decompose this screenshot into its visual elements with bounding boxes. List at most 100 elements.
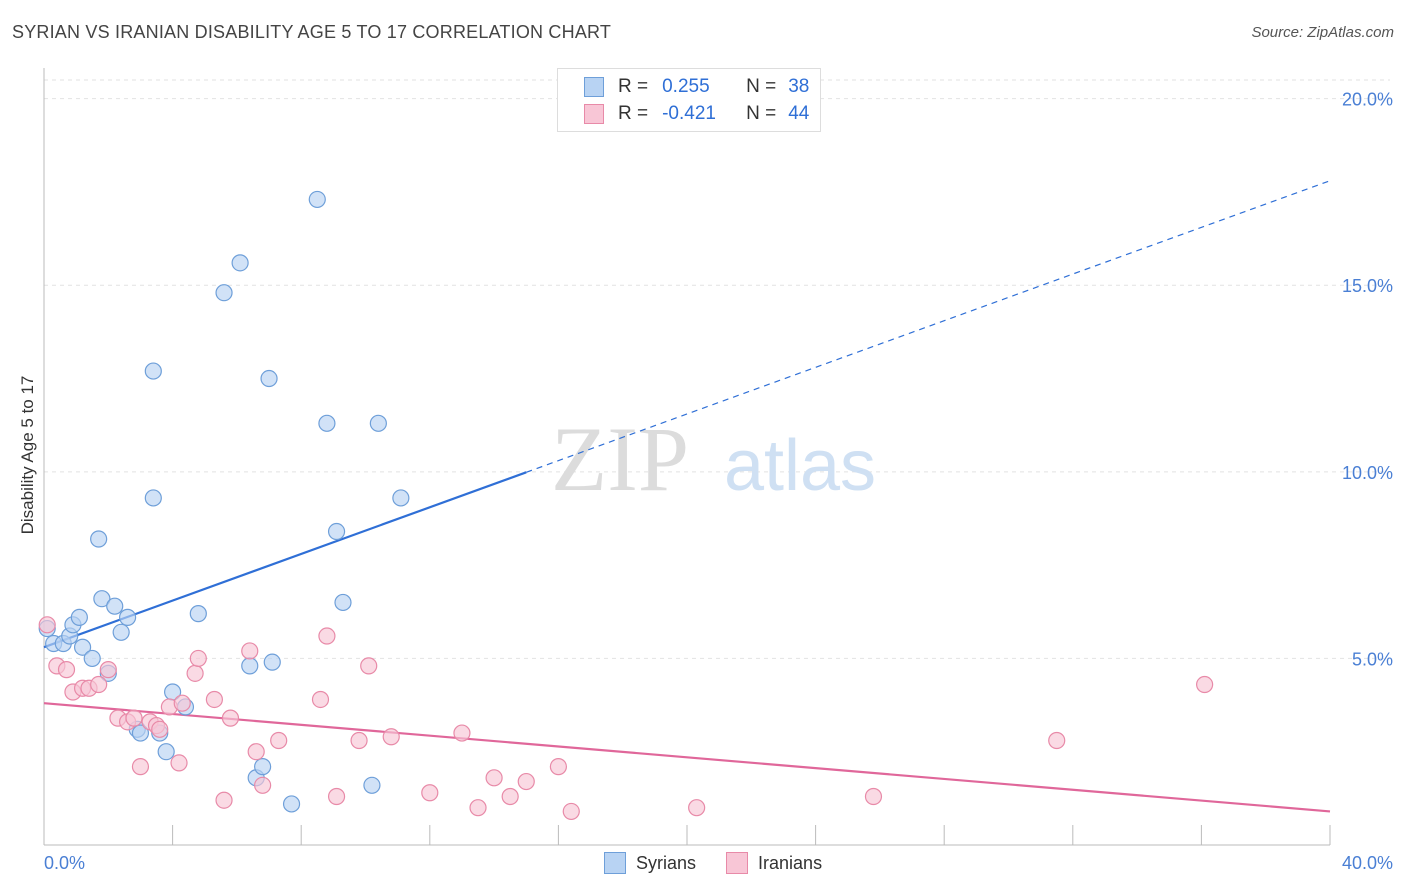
iranian-point <box>215 791 233 809</box>
iranian-point <box>382 728 400 746</box>
syrian-trend-line <box>43 471 527 649</box>
legend-item-iranians: Iranians <box>726 852 822 874</box>
iranian-point <box>864 787 883 806</box>
iranian-point <box>1196 675 1214 694</box>
r-label: R = <box>618 103 649 124</box>
watermark-atlas: atlas <box>724 426 876 506</box>
n-value: 38 <box>788 76 810 97</box>
iranian-point <box>241 642 259 660</box>
iranian-point <box>38 616 56 634</box>
syrian-point <box>118 608 137 626</box>
syrian-point <box>327 522 346 541</box>
syrian-point <box>157 743 175 761</box>
iranian-point <box>99 661 117 679</box>
iranian-point <box>189 649 207 668</box>
n-label: N = <box>746 76 777 97</box>
syrian-point <box>369 414 387 432</box>
legend-row-iranians: R = -0.421 N = 44 <box>584 101 809 127</box>
r-value: 0.255 <box>662 76 710 97</box>
iranian-point <box>254 776 272 794</box>
syrian-point <box>106 597 124 615</box>
iranian-swatch <box>584 104 604 124</box>
iranian-point <box>131 758 150 776</box>
iranian-point <box>469 799 487 817</box>
x-tick-label: 40.0% <box>1342 853 1393 873</box>
syrian-point <box>90 530 108 548</box>
legend-row-syrians: R = 0.255 N = 38 <box>584 74 809 100</box>
y-tick-label: 15.0% <box>1342 276 1393 296</box>
syrian-swatch <box>604 852 626 874</box>
r-label: R = <box>618 76 649 97</box>
legend-item-syrians: Syrians <box>604 852 696 874</box>
syrian-point <box>392 489 410 507</box>
iranian-point <box>688 799 706 817</box>
syrian-point <box>318 414 336 432</box>
iranian-point <box>205 690 223 709</box>
iranian-point <box>57 661 76 679</box>
tick-labels: 5.0% 10.0% 15.0% 20.0% 0.0% 40.0% <box>44 90 1393 873</box>
iranian-point <box>453 724 471 742</box>
syrian-point <box>73 638 92 656</box>
iranian-point <box>327 787 346 806</box>
series-legend: Syrians Iranians <box>604 852 852 874</box>
data-points <box>38 190 1214 821</box>
iranian-point <box>221 709 240 727</box>
syrian-point <box>241 657 259 675</box>
y-axis-label: Disability Age 5 to 17 <box>18 375 37 535</box>
syrian-point <box>83 649 101 668</box>
stats-legend: R = 0.255 N = 38 R = -0.421 N = 44 <box>557 68 821 132</box>
syrian-point <box>131 724 150 742</box>
iranian-point <box>270 731 288 750</box>
x-tick-label: 0.0% <box>44 853 85 873</box>
watermark: ZIP atlas <box>551 408 876 510</box>
iranian-point <box>350 731 368 750</box>
iranian-swatch <box>726 852 749 874</box>
iranian-point <box>311 690 330 709</box>
iranian-trend-line <box>43 702 1331 813</box>
syrian-point <box>215 284 233 302</box>
y-tick-label: 5.0% <box>1352 649 1393 669</box>
iranian-point <box>421 784 439 802</box>
watermark-zip: ZIP <box>551 408 689 510</box>
syrian-point <box>189 605 207 623</box>
gridlines <box>44 79 1390 659</box>
iranian-point <box>549 758 568 776</box>
iranian-point <box>318 627 336 645</box>
iranian-point <box>1048 731 1066 750</box>
syrian-trend-extension <box>526 180 1331 473</box>
iranian-point <box>517 772 535 791</box>
iranian-point <box>485 769 503 787</box>
iranian-point <box>90 675 108 694</box>
legend-label-iranians: Iranians <box>758 852 823 873</box>
iranian-point <box>501 787 519 806</box>
iranian-point <box>360 657 378 675</box>
n-value: 44 <box>788 103 810 124</box>
syrian-point <box>263 653 281 671</box>
syrian-point <box>363 776 381 794</box>
axes <box>43 68 1331 846</box>
r-value: -0.421 <box>662 103 716 124</box>
syrian-point <box>254 758 272 776</box>
source-label: Source: ZipAtlas.com <box>1251 24 1394 41</box>
syrian-point <box>70 608 88 626</box>
iranian-point <box>151 720 169 738</box>
iranian-point <box>186 664 204 682</box>
syrian-point <box>93 590 111 608</box>
syrian-point <box>282 795 301 813</box>
iranian-point <box>125 709 143 727</box>
syrian-point <box>260 369 278 388</box>
iranian-point <box>562 802 580 821</box>
syrian-swatch <box>584 77 604 97</box>
n-label: N = <box>746 103 777 124</box>
y-tick-label: 10.0% <box>1342 463 1393 483</box>
syrian-point <box>231 254 249 272</box>
legend-label-syrians: Syrians <box>636 852 697 873</box>
chart-title: SYRIAN VS IRANIAN DISABILITY AGE 5 TO 17… <box>12 22 612 42</box>
syrian-point <box>308 190 326 209</box>
syrian-point <box>112 623 130 641</box>
syrian-point <box>144 489 162 507</box>
syrian-point <box>334 593 352 612</box>
iranian-point <box>247 743 265 761</box>
y-tick-label: 20.0% <box>1342 90 1393 110</box>
iranian-point <box>170 754 188 772</box>
